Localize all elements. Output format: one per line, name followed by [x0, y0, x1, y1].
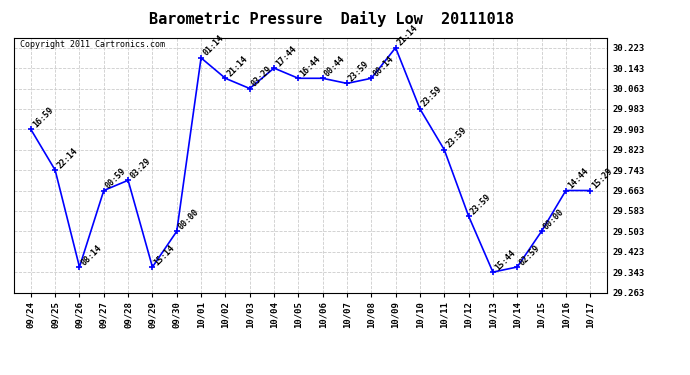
Text: 22:14: 22:14 — [55, 146, 79, 170]
Text: 15:29: 15:29 — [590, 166, 614, 190]
Text: 00:44: 00:44 — [323, 54, 346, 78]
Text: 15:14: 15:14 — [152, 243, 177, 267]
Text: 23:59: 23:59 — [347, 59, 371, 83]
Text: 16:44: 16:44 — [298, 54, 322, 78]
Text: 23:59: 23:59 — [469, 192, 493, 216]
Text: 21:14: 21:14 — [226, 54, 249, 78]
Text: 21:14: 21:14 — [395, 24, 420, 48]
Text: 15:44: 15:44 — [493, 248, 517, 272]
Text: 23:59: 23:59 — [444, 126, 469, 150]
Text: 00:59: 00:59 — [104, 166, 128, 190]
Text: 00:14: 00:14 — [371, 54, 395, 78]
Text: 17:44: 17:44 — [274, 44, 298, 68]
Text: Copyright 2011 Cartronics.com: Copyright 2011 Cartronics.com — [20, 40, 165, 49]
Text: 23:59: 23:59 — [420, 85, 444, 109]
Text: 16:59: 16:59 — [31, 105, 55, 129]
Text: Barometric Pressure  Daily Low  20111018: Barometric Pressure Daily Low 20111018 — [149, 11, 513, 27]
Text: 02:59: 02:59 — [518, 243, 541, 267]
Text: 00:00: 00:00 — [542, 207, 566, 231]
Text: 14:44: 14:44 — [566, 166, 590, 190]
Text: 01:14: 01:14 — [201, 34, 225, 58]
Text: 03:29: 03:29 — [250, 64, 274, 88]
Text: 03:29: 03:29 — [128, 156, 152, 180]
Text: 00:00: 00:00 — [177, 207, 201, 231]
Text: 08:14: 08:14 — [79, 243, 104, 267]
